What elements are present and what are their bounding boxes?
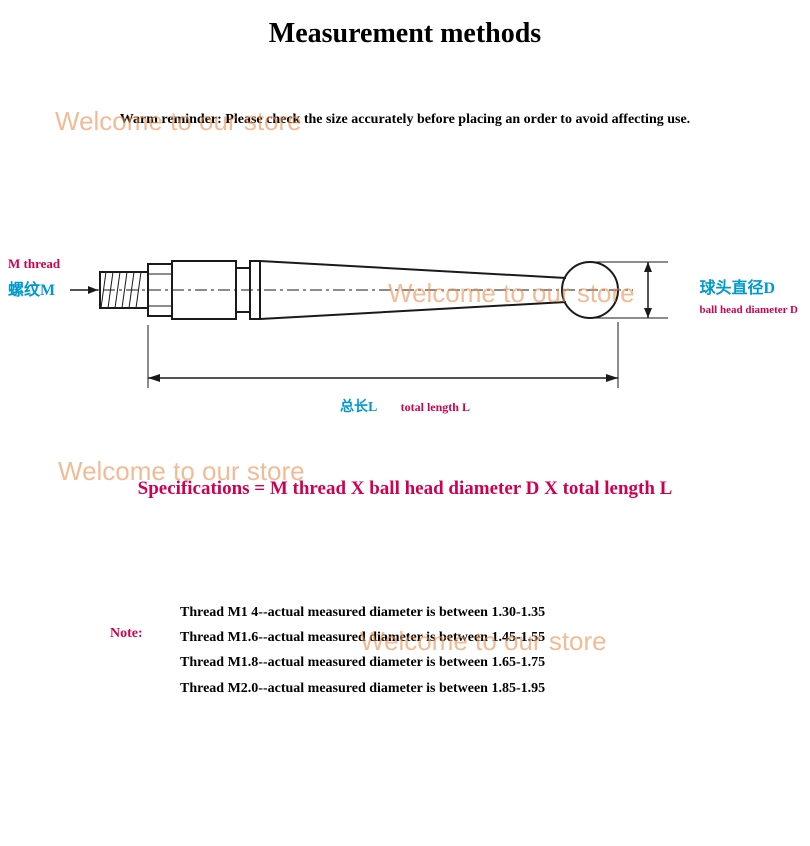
note-line: Thread M1.6--actual measured diameter is… — [180, 625, 810, 650]
note-lines: Thread M1 4--actual measured diameter is… — [180, 600, 810, 701]
reminder-text: Warm reminder: Please check the size acc… — [0, 112, 810, 128]
d-label: 球头直径D ball head diameter D — [700, 274, 799, 316]
note-label: Note: — [110, 626, 143, 642]
main-title: Measurement methods — [0, 18, 810, 50]
l-label-en: total length L — [401, 400, 470, 414]
m-thread-en: M thread — [8, 256, 60, 272]
m-thread-cn: 螺纹M — [8, 276, 60, 300]
notes-section: Note: Thread M1 4--actual measured diame… — [0, 600, 810, 701]
d-label-en: ball head diameter D — [700, 304, 799, 316]
diagram-container: M thread 螺纹M 球头直径D ball head diameter D … — [0, 238, 810, 438]
d-label-cn: 球头直径D — [700, 274, 799, 298]
specifications-formula: Specifications = M thread X ball head di… — [0, 478, 810, 500]
note-line: Thread M1 4--actual measured diameter is… — [180, 600, 810, 625]
note-line: Thread M2.0--actual measured diameter is… — [180, 676, 810, 701]
note-line: Thread M1.8--actual measured diameter is… — [180, 650, 810, 675]
l-label-cn: 总长L — [340, 400, 377, 415]
l-label: 总长L total length L — [0, 396, 810, 416]
m-thread-label: M thread 螺纹M — [8, 256, 60, 300]
